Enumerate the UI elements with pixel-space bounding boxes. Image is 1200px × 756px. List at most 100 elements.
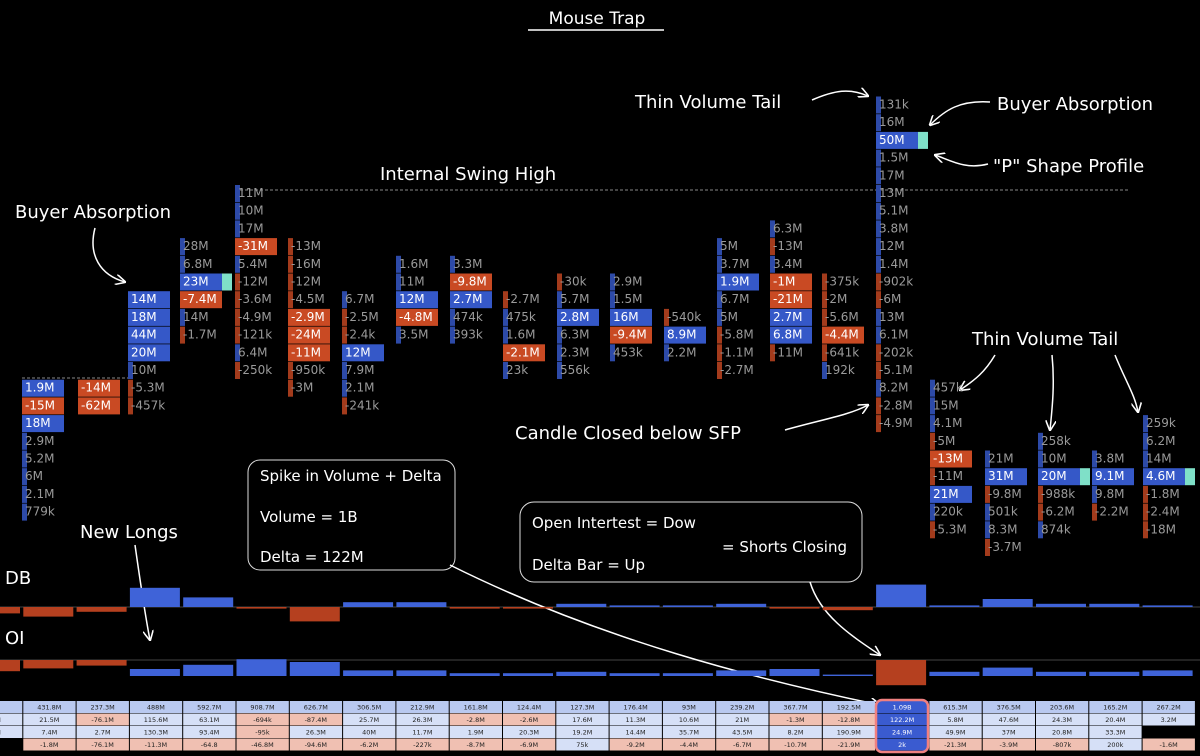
cell-box [770, 291, 812, 309]
table-value: 626.7M [304, 703, 328, 711]
cell-bar [664, 344, 669, 362]
cell-value: -5.3M [933, 522, 967, 536]
table-value: 17.6M [572, 716, 592, 724]
cell-bar [1143, 415, 1148, 433]
table-cell [822, 726, 876, 738]
table-value: 212.9M [410, 703, 434, 711]
oi-bar [343, 670, 394, 676]
table-cell [876, 726, 929, 738]
cell-bar [1143, 432, 1148, 450]
table-cell [289, 738, 343, 751]
cell-value: 13M [879, 186, 905, 200]
cell-value: 3.5M [399, 328, 428, 342]
cell-value: -1.8M [1146, 487, 1180, 501]
cell-value: 11M [238, 186, 264, 200]
table-value: 165.2M [1103, 703, 1127, 711]
table-cell [822, 701, 876, 713]
cell-value: -13M [291, 239, 321, 253]
cell-value: -2.4k [345, 328, 375, 342]
cell-bar [342, 362, 347, 379]
annotation: Candle Closed below SFP [515, 423, 741, 444]
cell-value: 501k [988, 505, 1018, 519]
table-cell [23, 738, 76, 751]
table-value: 190.9M [837, 728, 861, 736]
table-value: 11.3M [626, 716, 646, 724]
db-bar [23, 607, 74, 617]
cell-bar [664, 308, 669, 326]
table-cell [769, 738, 822, 751]
table-cell [609, 726, 662, 738]
table-cell [0, 726, 23, 738]
cell-bar [985, 503, 990, 521]
cell-value: 1.4M [879, 257, 908, 271]
cell-bar [1038, 521, 1043, 539]
table-cell [236, 713, 289, 726]
cell-box [770, 326, 812, 344]
cell-box [128, 344, 170, 362]
table-cell [236, 701, 289, 713]
cell-bar [876, 362, 881, 379]
cell-bar [503, 308, 508, 326]
note-line: Delta = 122M [260, 548, 364, 566]
table-cell [876, 701, 929, 713]
table-cell [76, 701, 129, 713]
note-line: Spike in Volume + Delta [260, 467, 442, 485]
table-cell [183, 713, 236, 726]
cell-value: 17M [238, 221, 264, 235]
cell-value: 10M [131, 363, 157, 377]
table-value: 239.2M [730, 703, 754, 711]
table-cell [289, 726, 343, 738]
cell-bar [876, 273, 881, 291]
note-box [519, 501, 863, 583]
cell-value: -9.8M [453, 275, 487, 289]
table-value: -694k [253, 716, 272, 724]
cell-value: -6M [879, 292, 901, 306]
oi-bar [1142, 670, 1193, 676]
cell-bar [1143, 503, 1148, 521]
cell-value: 1.6M [506, 328, 535, 342]
cell-box [664, 326, 706, 344]
cell-value: 3.8M [879, 221, 908, 235]
cell-bar [876, 238, 881, 256]
table-cell [556, 738, 609, 751]
cell-value: -2.2M [1095, 505, 1129, 519]
cell-value: 5M [720, 239, 738, 253]
table-value: 75k [576, 741, 588, 749]
table-cell [1142, 713, 1195, 726]
cell-value: -902k [879, 275, 913, 289]
table-cell [396, 726, 449, 738]
table-value: 1.09B [893, 703, 912, 711]
note-line: Delta Bar = Up [532, 556, 645, 574]
cell-value: 457k [933, 381, 963, 395]
table-value: 8.2M [788, 728, 804, 736]
cell-box [930, 450, 972, 468]
cell-value: 3.7M [720, 257, 749, 271]
cell-value: -14M [81, 381, 111, 395]
table-value: 21.5M [39, 716, 59, 724]
table-value: 306.5M [357, 703, 381, 711]
cell-value: 6M [25, 469, 43, 483]
cell-bar [876, 255, 881, 273]
oi-bar [23, 660, 74, 669]
table-value: 43.5M [732, 728, 752, 736]
table-cell [129, 713, 183, 726]
arrow [1114, 354, 1138, 412]
db-bar [1036, 603, 1086, 607]
cell-value: 50M [879, 133, 905, 147]
table-cell [1036, 713, 1089, 726]
table-cell [76, 726, 129, 738]
cell-box [770, 273, 812, 291]
cell-value: -5.3M [131, 381, 165, 395]
arrow [930, 101, 991, 125]
table-cell [609, 738, 662, 751]
table-cell [76, 738, 129, 751]
cell-bar [822, 291, 827, 309]
table-value: -94.6M [305, 741, 327, 749]
cell-box [610, 326, 652, 344]
table-value: 26.3M [412, 716, 432, 724]
cell-bar [1092, 503, 1097, 521]
table-cell [1089, 713, 1142, 726]
table-cell [769, 713, 822, 726]
cell-box [450, 273, 492, 291]
table-value: -1.8M [40, 741, 58, 749]
